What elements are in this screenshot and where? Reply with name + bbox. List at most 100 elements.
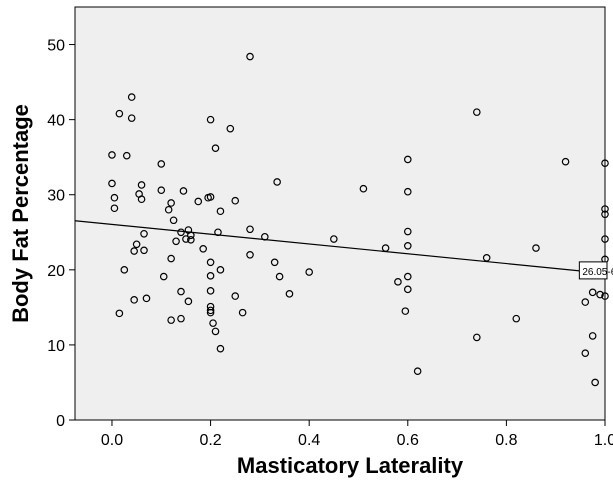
data-points — [108, 52, 609, 387]
x-tick-label: 0.8 — [495, 432, 517, 449]
data-point — [137, 195, 146, 204]
data-point — [182, 235, 190, 243]
data-point — [199, 244, 207, 253]
y-axis-title: Body Fat Percentage — [8, 104, 33, 323]
data-point — [246, 52, 254, 61]
data-point — [270, 258, 279, 267]
data-point — [473, 108, 481, 116]
data-point — [206, 272, 215, 280]
data-point — [157, 160, 166, 168]
data-point — [211, 144, 220, 152]
data-point — [588, 332, 597, 340]
data-point — [216, 207, 225, 216]
data-point — [401, 307, 410, 315]
y-tick-label: 10 — [47, 338, 65, 355]
data-point — [127, 114, 136, 122]
data-point — [187, 235, 195, 244]
data-point — [142, 294, 151, 303]
data-point — [238, 308, 247, 317]
data-point — [305, 268, 313, 276]
x-tick-label: 0.2 — [199, 432, 221, 449]
x-tick-label: 1.0 — [594, 432, 613, 449]
x-tick-label: 0.6 — [397, 432, 419, 449]
data-point — [226, 124, 235, 133]
data-point — [561, 157, 570, 166]
data-point — [179, 187, 188, 195]
data-point — [206, 308, 215, 317]
data-point — [206, 287, 215, 295]
data-point — [246, 251, 254, 259]
data-point — [177, 287, 185, 296]
data-point — [394, 278, 402, 286]
data-point — [403, 272, 412, 281]
data-point — [140, 229, 148, 238]
data-point — [108, 151, 116, 159]
data-point — [130, 296, 138, 304]
y-tick-label: 0 — [56, 413, 65, 430]
data-point — [231, 292, 240, 300]
data-point — [184, 297, 193, 306]
data-point — [130, 247, 138, 255]
data-point — [177, 314, 185, 323]
data-point — [177, 228, 185, 237]
data-point — [216, 266, 225, 274]
y-tick-label: 20 — [47, 263, 65, 280]
data-point — [581, 349, 590, 357]
data-point — [591, 378, 599, 387]
data-point — [601, 159, 609, 167]
fit-equation-label: 26.05-6.52*x — [582, 267, 613, 278]
data-point — [172, 237, 180, 246]
data-point — [140, 246, 148, 255]
axes: 0 10 20 30 40 50 0.0 0.2 0.4 0.6 0.8 1.0 — [47, 38, 613, 449]
fit-label-box — [578, 261, 608, 280]
data-point — [137, 181, 146, 189]
x-tick-label: 0.0 — [101, 432, 123, 449]
data-point — [115, 109, 124, 118]
y-tick-label: 40 — [47, 113, 65, 130]
fit-line-group: 26.05-6.52*x — [74, 220, 613, 280]
data-point — [216, 344, 225, 353]
data-point — [164, 205, 173, 214]
data-point — [209, 319, 217, 327]
data-point — [127, 93, 136, 101]
y-tick-label: 50 — [47, 38, 65, 55]
x-tick-label: 0.4 — [298, 432, 320, 449]
data-point — [359, 184, 368, 193]
data-point — [601, 292, 609, 300]
data-point — [403, 187, 412, 196]
y-tick-label: 30 — [47, 188, 65, 205]
data-point — [157, 186, 166, 195]
data-point — [169, 216, 178, 225]
data-point — [330, 235, 338, 243]
data-point — [246, 225, 254, 234]
data-point — [194, 197, 203, 206]
data-point — [596, 290, 604, 299]
data-point — [120, 266, 129, 274]
data-point — [159, 272, 168, 281]
data-point — [532, 244, 540, 252]
data-point — [206, 115, 215, 124]
data-point — [108, 179, 116, 188]
data-point — [122, 151, 131, 160]
data-point — [167, 254, 175, 263]
plot-area — [74, 6, 606, 421]
data-point — [275, 272, 284, 281]
data-point — [473, 333, 481, 342]
x-axis-title: Masticatory Laterality — [237, 453, 464, 478]
data-point — [167, 199, 175, 207]
data-point — [206, 258, 215, 267]
data-point — [512, 314, 521, 323]
data-point — [132, 240, 141, 249]
data-point — [211, 327, 220, 336]
data-point — [413, 367, 422, 375]
data-point — [285, 290, 294, 298]
data-point — [231, 196, 240, 205]
data-point — [601, 235, 609, 243]
data-point — [273, 178, 281, 186]
data-point — [206, 306, 215, 315]
data-point — [115, 309, 124, 318]
data-point — [601, 210, 609, 219]
data-point — [206, 193, 215, 201]
data-point — [601, 205, 609, 213]
